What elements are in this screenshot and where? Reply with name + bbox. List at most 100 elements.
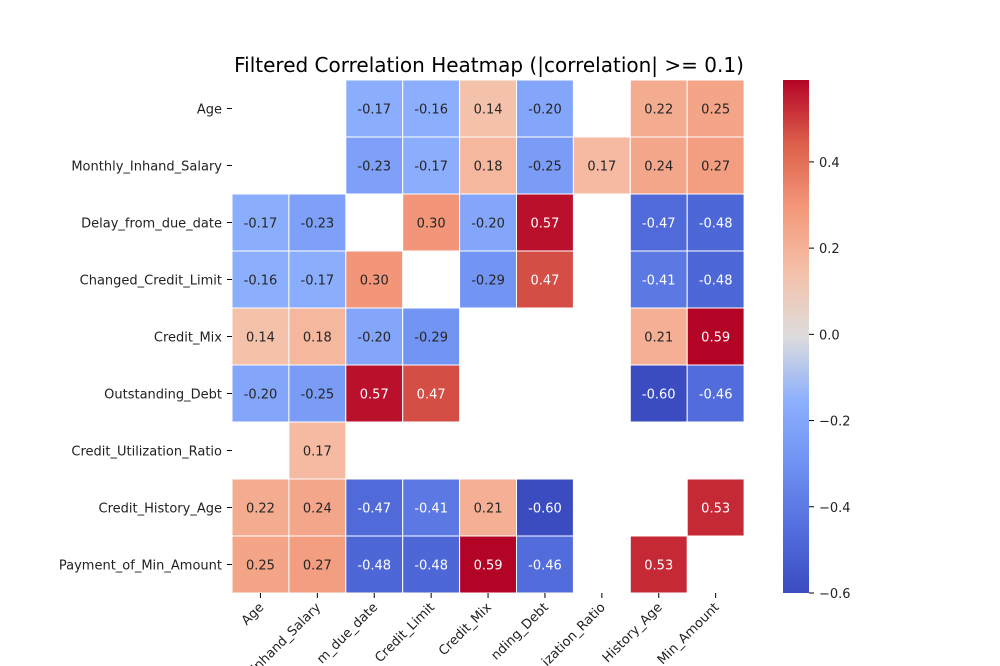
cell-value-label: 0.18 <box>303 331 332 346</box>
cell-value-label: 0.47 <box>417 388 446 403</box>
cell-value-label: -0.47 <box>642 217 676 232</box>
cell-value-label: 0.53 <box>701 502 730 517</box>
heatmap-cell <box>288 478 347 537</box>
colorbar-tick-label: 0.2 <box>819 242 840 257</box>
cell-value-label: 0.21 <box>644 331 673 346</box>
row-tick-label: Payment_of_Min_Amount <box>59 559 222 574</box>
colorbar-gradient <box>783 80 809 593</box>
column-tick-labels: AgeInhand_Salarym_due_dateCredit_LimitCr… <box>239 593 723 666</box>
column-tick-label: nding_Debt <box>489 600 552 663</box>
heatmap-cell <box>516 136 574 195</box>
cell-value-label: 0.59 <box>701 331 730 346</box>
heatmap-cell <box>231 307 290 366</box>
cell-value-label: 0.47 <box>530 274 559 289</box>
cell-value-label: -0.20 <box>528 103 562 118</box>
heatmap-cell <box>345 250 404 309</box>
heatmap-cell <box>686 79 745 138</box>
cell-value-label: 0.22 <box>644 103 673 118</box>
cell-value-label: -0.47 <box>357 502 391 517</box>
cell-value-label: 0.25 <box>246 559 275 574</box>
colorbar-tick-label: −0.2 <box>819 415 851 430</box>
cell-value-label: -0.17 <box>301 274 335 289</box>
column-tick-label: Credit_Limit <box>372 600 438 666</box>
heatmap-cell <box>686 307 745 366</box>
row-tick-label: Credit_Mix <box>154 331 222 346</box>
heatmap-cell <box>345 136 404 195</box>
heatmap-cell <box>402 193 461 252</box>
heatmap-cell <box>288 421 347 480</box>
cell-value-label: -0.16 <box>244 274 278 289</box>
cell-value-label: -0.23 <box>301 217 335 232</box>
heatmap-cell <box>516 478 574 537</box>
heatmap-cell <box>516 193 574 252</box>
row-tick-labels: Age Monthly_Inhand_Salary Delay_from_due_d… <box>59 103 232 574</box>
cell-value-label: -0.17 <box>414 160 448 175</box>
cell-value-label: 0.30 <box>360 274 389 289</box>
cell-value-label: 0.18 <box>474 160 503 175</box>
cell-value-label: -0.20 <box>244 388 278 403</box>
colorbar-tick-label: −0.6 <box>819 587 851 602</box>
column-tick-label: m_due_date <box>314 600 381 666</box>
heatmap-cell <box>345 535 404 594</box>
heatmap-cell <box>686 478 745 537</box>
cell-value-label: -0.41 <box>642 274 676 289</box>
cell-value-label: -0.23 <box>357 160 391 175</box>
cell-value-label: -0.20 <box>471 217 505 232</box>
heatmap-cell <box>288 250 347 309</box>
heatmap-cell <box>402 364 461 423</box>
heatmap-cell <box>345 364 404 423</box>
heatmap-cell <box>459 193 518 252</box>
cell-value-label: -0.25 <box>528 160 562 175</box>
chart-title: Filtered Correlation Heatmap (|correlati… <box>234 53 744 77</box>
heatmap-cell <box>629 364 688 423</box>
row-tick-label: Credit_History_Age <box>99 502 223 517</box>
cell-value-label: 0.27 <box>303 559 332 574</box>
cell-value-label: 0.25 <box>701 103 730 118</box>
heatmap-cell <box>629 535 688 594</box>
heatmap-cell <box>402 535 461 594</box>
cell-value-label: 0.53 <box>644 559 673 574</box>
heatmap-cell <box>345 478 404 537</box>
cell-value-label: 0.24 <box>303 502 332 517</box>
heatmap-cell <box>231 250 290 309</box>
heatmap-cell <box>686 364 745 423</box>
heatmap-cell <box>402 136 461 195</box>
row-tick-label: Credit_Utilization_Ratio <box>71 445 222 460</box>
cell-value-label: 0.57 <box>530 217 559 232</box>
cell-value-label: -0.46 <box>699 388 733 403</box>
cell-value-label: -0.29 <box>414 331 448 346</box>
colorbar-tick-label: 0.4 <box>819 156 840 171</box>
cell-value-label: -0.17 <box>244 217 278 232</box>
heatmap-cell <box>629 136 688 195</box>
heatmap-cell <box>402 79 461 138</box>
heatmap-cell <box>459 79 518 138</box>
heatmap-cell <box>231 535 290 594</box>
cell-value-label: -0.60 <box>528 502 562 517</box>
cell-value-label: 0.24 <box>644 160 673 175</box>
heatmap-cell <box>231 193 290 252</box>
cell-value-label: 0.14 <box>474 103 503 118</box>
cell-value-label: 0.21 <box>474 502 503 517</box>
heatmap-cell <box>686 250 745 309</box>
heatmap-cells: -0.17 -0.16 0.14 -0.20 0.22 0.25 -0.23 -0.17 0.1… <box>231 79 745 594</box>
cell-value-label: 0.59 <box>474 559 503 574</box>
heatmap-cell <box>459 478 518 537</box>
cell-value-label: 0.14 <box>246 331 275 346</box>
heatmap-cell <box>345 79 404 138</box>
row-tick-label: Changed_Credit_Limit <box>80 274 222 289</box>
colorbar-tick-label: 0.0 <box>819 328 840 343</box>
cell-value-label: -0.48 <box>699 274 733 289</box>
heatmap-cell <box>516 535 574 594</box>
heatmap-cell <box>231 364 290 423</box>
colorbar-tick-label: −0.4 <box>819 501 851 516</box>
cell-value-label: 0.30 <box>417 217 446 232</box>
heatmap-cell <box>288 535 347 594</box>
colorbar: 0.4 0.2 0.0 −0.2 −0.4 −0.6 <box>783 80 851 602</box>
heatmap-cell <box>516 250 574 309</box>
row-tick-label: Age <box>197 103 222 118</box>
column-tick-label: Min_Amount <box>655 600 723 666</box>
cell-value-label: -0.29 <box>471 274 505 289</box>
column-tick-label: Credit_Mix <box>436 600 495 659</box>
heatmap-cell <box>629 193 688 252</box>
cell-value-label: -0.48 <box>414 559 448 574</box>
